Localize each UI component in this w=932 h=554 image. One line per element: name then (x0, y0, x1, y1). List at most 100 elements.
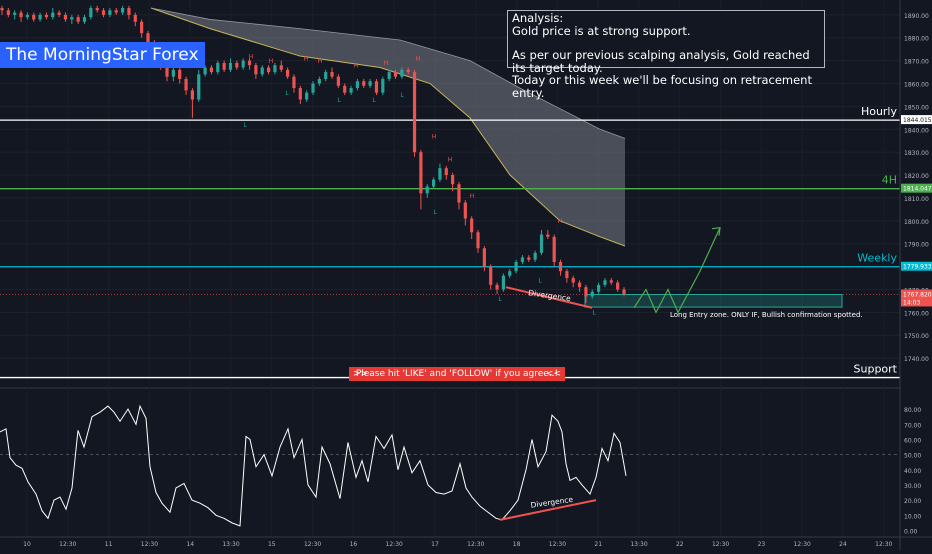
price-tick-label: 1860.00 (904, 82, 929, 89)
swing-label-h: H (269, 58, 274, 65)
cloud-lower-line (150, 7, 626, 247)
rsi-divergence-line (499, 499, 597, 521)
candle-body (603, 280, 607, 285)
candle-body (286, 69, 290, 77)
time-tick-label: 14 (186, 541, 194, 548)
time-tick-label: 16 (350, 541, 358, 548)
candle (266, 65, 271, 75)
candle (412, 69, 417, 157)
candle-body (552, 236, 556, 263)
candle (590, 289, 594, 299)
candle-body (279, 65, 283, 70)
candle (63, 12, 68, 22)
price-tick-label: 1800.00 (904, 219, 929, 226)
candle (482, 245, 486, 272)
candle (349, 85, 353, 95)
rsi-tick-label: 30.00 (904, 483, 921, 490)
candle (228, 58, 233, 73)
candle (108, 8, 112, 18)
candle (546, 229, 550, 240)
banner-right-arrows: << (545, 369, 561, 379)
analysis-line-2: As per our previous scalping analysis, G… (512, 48, 810, 75)
analysis-note: Analysis: Gold price is at strong suppor… (507, 10, 825, 99)
swing-label-h: H (354, 62, 359, 69)
gridlines (0, 14, 900, 389)
swing-label-h: H (304, 56, 309, 63)
candle (57, 10, 61, 18)
candle-body (6, 10, 10, 15)
price-tick-label: 1890.00 (904, 13, 929, 20)
candle (95, 5, 99, 13)
candle-body (184, 78, 188, 91)
candle (197, 69, 201, 102)
candle-body (209, 67, 214, 73)
price-tick-label: 1750.00 (904, 333, 929, 340)
candle-body (19, 12, 23, 18)
candle (178, 67, 182, 84)
candle-body (514, 262, 518, 272)
candle-body (178, 69, 182, 79)
candle-body (324, 72, 328, 79)
candle (171, 67, 175, 82)
swing-label-h: H (432, 133, 437, 140)
price-tick-label: 1840.00 (904, 127, 929, 134)
candle-body (571, 278, 575, 283)
candle-body (222, 62, 226, 70)
candle-body (165, 65, 169, 77)
last-price-countdown: 14:03 (903, 299, 920, 306)
swing-label-l: L (285, 90, 289, 97)
candle-body (70, 17, 74, 20)
candle-body (622, 289, 626, 295)
candle (495, 282, 499, 295)
last-price-tag-bg (901, 289, 932, 307)
candle (381, 76, 385, 95)
candle (457, 181, 461, 210)
candle (235, 60, 239, 70)
rsi-panel[interactable]: Divergence (0, 404, 900, 527)
candle (387, 69, 391, 82)
candle-body (317, 78, 321, 84)
candle (514, 259, 518, 274)
follow-banner[interactable]: >> Please hit 'LIKE' and 'FOLLOW' if you… (349, 367, 565, 381)
candle (622, 287, 626, 297)
candle-body (419, 152, 423, 194)
price-tick-label: 1810.00 (904, 196, 929, 203)
candle (260, 65, 264, 77)
candle-body (539, 234, 544, 253)
projection-path (633, 227, 721, 314)
time-tick-label: 23 (758, 541, 766, 548)
analysis-heading: Analysis: (512, 11, 564, 25)
candle-body (330, 72, 334, 77)
price-tick-label: 1790.00 (904, 242, 929, 249)
candle (298, 85, 302, 105)
candle-body (470, 218, 474, 233)
candle (311, 81, 315, 95)
rsi-tick-label: 60.00 (904, 437, 921, 444)
swing-label-l: L (433, 209, 437, 216)
swing-label-l: L (538, 278, 542, 285)
candle-body (228, 62, 233, 70)
candle (324, 69, 328, 82)
candle (317, 76, 321, 86)
candle (374, 78, 379, 95)
candle (438, 163, 442, 182)
candle (330, 67, 334, 79)
candle (362, 78, 366, 89)
cloud-upper-line (150, 7, 626, 139)
candle-body (495, 284, 499, 290)
candle-body (343, 85, 347, 93)
candle-body (32, 14, 36, 20)
candle (444, 165, 448, 180)
candle-body (482, 248, 486, 267)
price-candles[interactable] (0, 5, 626, 304)
price-tick-label: 1830.00 (904, 150, 929, 157)
candle (463, 200, 467, 226)
level-tag-bg (901, 183, 932, 193)
candle (609, 278, 613, 285)
price-tick-label: 1740.00 (904, 356, 929, 363)
candle-body (216, 62, 220, 73)
time-tick-label: 18 (513, 541, 521, 548)
candle (431, 177, 436, 189)
candle-body (577, 282, 582, 288)
